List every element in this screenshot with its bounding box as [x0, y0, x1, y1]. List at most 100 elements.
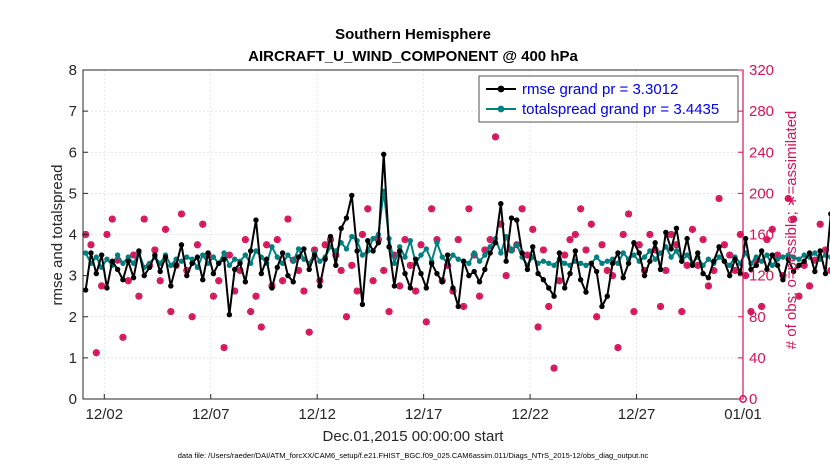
obs-assimilated-marker: [529, 225, 537, 233]
rmse-point: [673, 225, 680, 232]
obs-count-point: [156, 277, 164, 285]
rmse-point: [375, 240, 382, 246]
totalspread-point: [125, 254, 131, 260]
rmse-point: [114, 266, 121, 273]
totalspread-point: [726, 262, 733, 269]
totalspread-point: [668, 254, 674, 260]
obs-assimilated-marker: [779, 272, 787, 280]
rmse-point: [482, 266, 488, 273]
rmse-point: [381, 151, 387, 158]
rmse-point: [636, 250, 642, 256]
obs-assimilated-marker: [800, 261, 808, 269]
y-axis-right: 0 40 80 120 160 200 240 280 320: [738, 62, 774, 408]
obs-count-point: [688, 225, 697, 233]
obs-assimilated-marker: [763, 236, 771, 244]
totalspread-point: [583, 262, 589, 269]
series-layer: [82, 133, 830, 403]
obs-assimilated-marker: [284, 215, 292, 223]
obs-assimilated-marker: [518, 205, 526, 213]
totalspread-point: [764, 252, 770, 258]
y-tick-label-right: 0: [749, 391, 757, 408]
rmse-point: [146, 264, 153, 271]
obs-assimilated-marker: [401, 236, 409, 244]
rmse-point: [98, 252, 105, 258]
rmse-point: [205, 250, 211, 256]
plot-area: [82, 69, 830, 403]
x-axis-label: Dec.01,2015 00:00:00 start: [323, 428, 505, 445]
rmse-point: [322, 256, 328, 262]
rmse-point: [492, 240, 499, 246]
obs-count-point: [726, 251, 734, 259]
obs-assimilated-marker: [705, 282, 712, 290]
obs-count-point: [140, 215, 148, 223]
rmse-point: [130, 274, 137, 281]
rmse-point: [711, 258, 717, 264]
rmse-point: [189, 260, 195, 266]
rmse-point: [279, 250, 286, 256]
rmse-point: [439, 279, 445, 285]
totalspread-point: [498, 250, 504, 256]
obs-assimilated-marker: [465, 205, 473, 213]
obs-count-point: [587, 220, 595, 228]
obs-assimilated-marker: [566, 236, 574, 244]
obs-assimilated-marker: [497, 220, 505, 228]
obs-count-point: [353, 287, 361, 295]
obs-count-point: [459, 302, 468, 311]
obs-count-point: [683, 261, 691, 269]
totalspread-point: [796, 256, 802, 262]
rmse-point: [599, 303, 605, 310]
totalspread-point: [269, 244, 275, 250]
rmse-point: [615, 250, 621, 256]
rmse-point: [168, 283, 174, 289]
obs-count-point: [103, 230, 111, 239]
obs-count-point: [789, 215, 798, 223]
rmse-point: [748, 266, 754, 273]
obs-count-point: [539, 246, 548, 254]
totalspread-point: [274, 254, 280, 260]
obs-count-point: [827, 266, 830, 274]
rmse-point: [253, 217, 259, 223]
totalspread-point: [577, 260, 584, 266]
obs-count-point: [348, 261, 356, 269]
rmse-point: [556, 250, 563, 256]
rmse-point: [407, 285, 414, 291]
legend-spread-label: totalspread grand pr = 3.4435: [522, 101, 719, 118]
rmse-point: [572, 248, 579, 254]
obs-assimilated-marker: [135, 292, 143, 300]
obs-count-point: [816, 220, 824, 228]
totalspread-point: [285, 252, 291, 258]
obs-assimilated-marker: [412, 287, 420, 295]
rmse-point: [295, 254, 302, 260]
obs-count-point: [300, 287, 308, 295]
rmse-point: [546, 285, 552, 291]
rmse-point: [237, 260, 243, 266]
obs-assimilated-marker: [417, 241, 425, 249]
obs-count-point: [603, 266, 611, 275]
obs-assimilated-marker: [476, 292, 483, 300]
obs-assimilated-marker: [273, 236, 281, 244]
legend-box: [478, 75, 739, 123]
totalspread-point: [418, 252, 424, 258]
totalspread-point: [407, 237, 414, 244]
obs-count-point: [571, 230, 579, 239]
obs-count-point: [758, 302, 766, 311]
obs-count-point: [582, 246, 590, 254]
obs-assimilated-marker: [720, 241, 728, 249]
rmse-point: [354, 248, 360, 254]
obs-assimilated-marker: [731, 267, 739, 274]
obs-assimilated-marker: [236, 267, 244, 274]
rmse-point: [418, 270, 424, 277]
obs-assimilated-marker: [603, 267, 611, 274]
totalspread-point: [482, 252, 488, 258]
obs-assimilated-marker: [726, 251, 734, 259]
obs-assimilated-marker: [715, 195, 723, 202]
obs-assimilated-marker: [742, 272, 750, 280]
obs-count-point: [619, 230, 627, 239]
obs-assimilated-marker: [119, 333, 127, 341]
obs-count-point: [406, 261, 414, 269]
obs-count-point: [805, 282, 814, 290]
totalspread-point: [210, 254, 217, 260]
obs-assimilated-marker: [406, 261, 414, 269]
obs-count-point: [454, 236, 462, 244]
